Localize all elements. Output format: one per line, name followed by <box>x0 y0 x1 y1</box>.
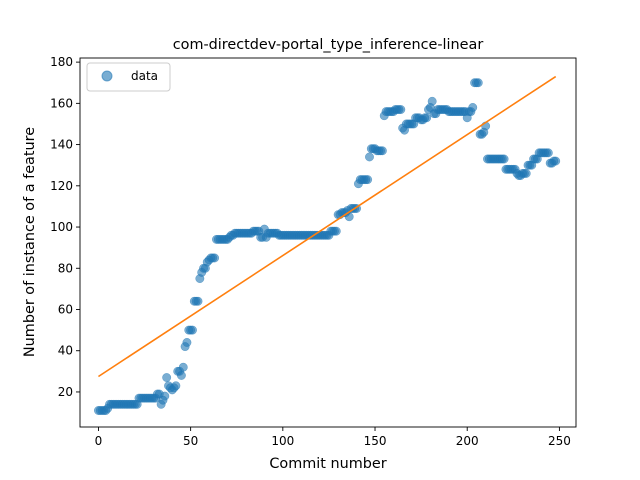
x-tick-label: 150 <box>364 434 387 448</box>
data-point <box>427 96 437 106</box>
x-tick-label: 100 <box>271 434 294 448</box>
data-point <box>551 156 561 166</box>
legend: data <box>86 62 171 92</box>
data-point <box>176 371 186 380</box>
data-point <box>171 381 181 391</box>
data-point <box>178 362 188 372</box>
data-point <box>160 391 170 401</box>
fit-line <box>98 75 557 378</box>
data-point <box>365 152 374 162</box>
y-tick-label: 60 <box>58 302 73 316</box>
data-point <box>363 175 373 185</box>
axes-frame <box>79 57 577 428</box>
data-point <box>188 325 197 335</box>
data-point <box>210 253 220 263</box>
x-tick-label: 200 <box>456 434 479 448</box>
x-tick-label: 250 <box>548 434 571 448</box>
legend-marker-data <box>101 70 113 82</box>
y-tick-label: 140 <box>50 138 73 152</box>
data-point <box>422 113 432 123</box>
data-point <box>182 338 192 347</box>
data-point <box>377 146 387 156</box>
y-tick-label: 180 <box>50 55 73 69</box>
y-tick-label: 80 <box>58 261 73 275</box>
legend-frame <box>86 62 171 92</box>
x-tick-label: 50 <box>183 434 198 448</box>
data-point <box>162 373 172 382</box>
data-point <box>473 78 483 88</box>
x-tick-label: 0 <box>95 434 103 448</box>
chart-title: com-directdev-portal_type_inference-line… <box>173 37 484 53</box>
y-tick-label: 40 <box>58 344 73 358</box>
data-point <box>521 168 531 178</box>
y-tick-label: 160 <box>50 96 73 110</box>
y-axis-label: Number of instance of a feature <box>22 127 38 357</box>
y-tick-label: 20 <box>58 385 73 399</box>
y-tick-label: 120 <box>50 179 73 193</box>
data-point <box>499 154 509 164</box>
data-point <box>543 148 553 158</box>
data-point <box>396 105 406 114</box>
data-point <box>193 296 203 306</box>
data-point <box>331 226 341 236</box>
legend-label-data: data <box>131 69 158 83</box>
data-point <box>468 103 478 112</box>
x-axis-label: Commit number <box>269 456 386 472</box>
plot-area: 0 50 100 150 200 250 20 40 60 80 100 120 140 160 180 <box>50 55 577 448</box>
y-tick-label: 100 <box>50 220 73 234</box>
